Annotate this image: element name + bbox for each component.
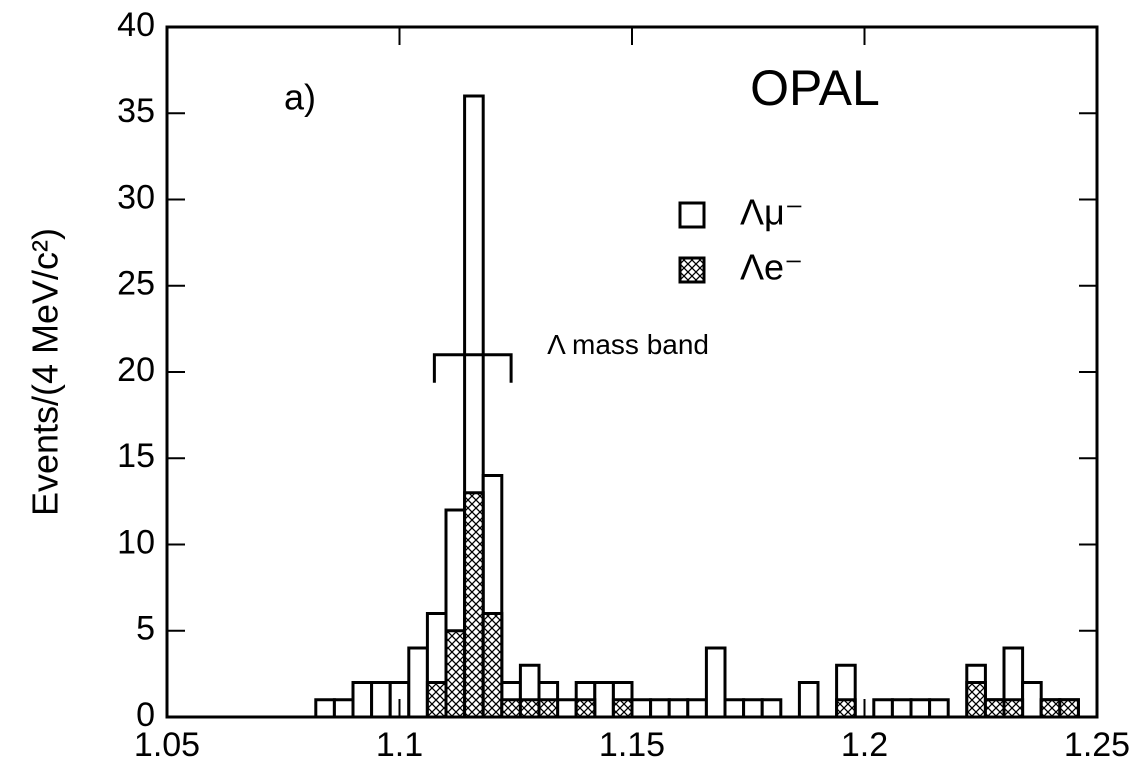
plot-frame — [165, 25, 1099, 719]
open-bar — [314, 698, 336, 719]
hatched-bar — [425, 681, 448, 719]
experiment-label: OPAL — [750, 60, 880, 116]
hatched-bar — [983, 698, 1006, 719]
hatched-bar — [1058, 698, 1080, 719]
open-bar — [872, 698, 894, 719]
legend-swatch — [678, 256, 706, 284]
open-bar — [760, 698, 783, 719]
panel-label: a) — [284, 77, 316, 118]
open-bar — [556, 698, 578, 719]
y-axis-label: Events/(4 MeV/c²) — [25, 228, 66, 516]
legend-label: Λe⁻ — [740, 247, 803, 288]
hatched-bar — [537, 698, 560, 719]
mass-band-bracket — [432, 353, 513, 383]
y-tick-label: 25 — [117, 265, 155, 303]
open-bar — [667, 698, 690, 719]
hatched-bar — [481, 612, 504, 719]
x-tick-label: 1.05 — [134, 726, 200, 764]
x-tick-label: 1.25 — [1064, 726, 1130, 764]
y-tick-label: 10 — [117, 523, 155, 561]
open-bar — [742, 698, 764, 719]
open-bar — [890, 698, 913, 719]
hatched-bar — [500, 698, 522, 719]
open-bar — [1021, 681, 1043, 719]
hatched-bar — [611, 698, 634, 719]
hatched-bar — [518, 698, 541, 719]
open-bar — [407, 646, 429, 719]
y-tick-label: 40 — [117, 6, 155, 44]
y-tick-label: 20 — [117, 351, 155, 389]
open-bar — [797, 681, 820, 719]
open-bar — [686, 698, 708, 719]
open-bar — [704, 646, 727, 719]
legend-swatch — [678, 201, 706, 229]
open-bar — [332, 698, 355, 719]
hatched-bar — [835, 698, 857, 719]
open-bar — [370, 681, 392, 719]
open-bar — [723, 698, 746, 719]
y-tick-label: 0 — [136, 696, 155, 734]
x-tick-label: 1.15 — [599, 726, 665, 764]
hatched-bar — [965, 681, 987, 719]
hatched-bar — [463, 491, 485, 719]
hatched-bar — [444, 629, 467, 719]
y-tick-label: 30 — [117, 178, 155, 216]
open-bar — [593, 681, 615, 719]
legend-label: Λμ⁻ — [740, 192, 804, 233]
y-tick-label: 35 — [117, 92, 155, 130]
y-tick-label: 15 — [117, 437, 155, 475]
hatched-bar — [574, 698, 597, 719]
x-tick-label: 1.1 — [376, 726, 423, 764]
open-bar — [351, 681, 374, 719]
hatched-bar — [1039, 698, 1062, 719]
y-tick-label: 5 — [136, 610, 155, 648]
mass-band-label: Λ mass band — [547, 329, 709, 360]
hatched-bar — [1002, 698, 1025, 719]
open-bar — [909, 698, 932, 719]
open-bar — [649, 698, 671, 719]
open-bar — [630, 698, 653, 719]
x-tick-label: 1.2 — [841, 726, 888, 764]
open-bar — [928, 698, 950, 719]
